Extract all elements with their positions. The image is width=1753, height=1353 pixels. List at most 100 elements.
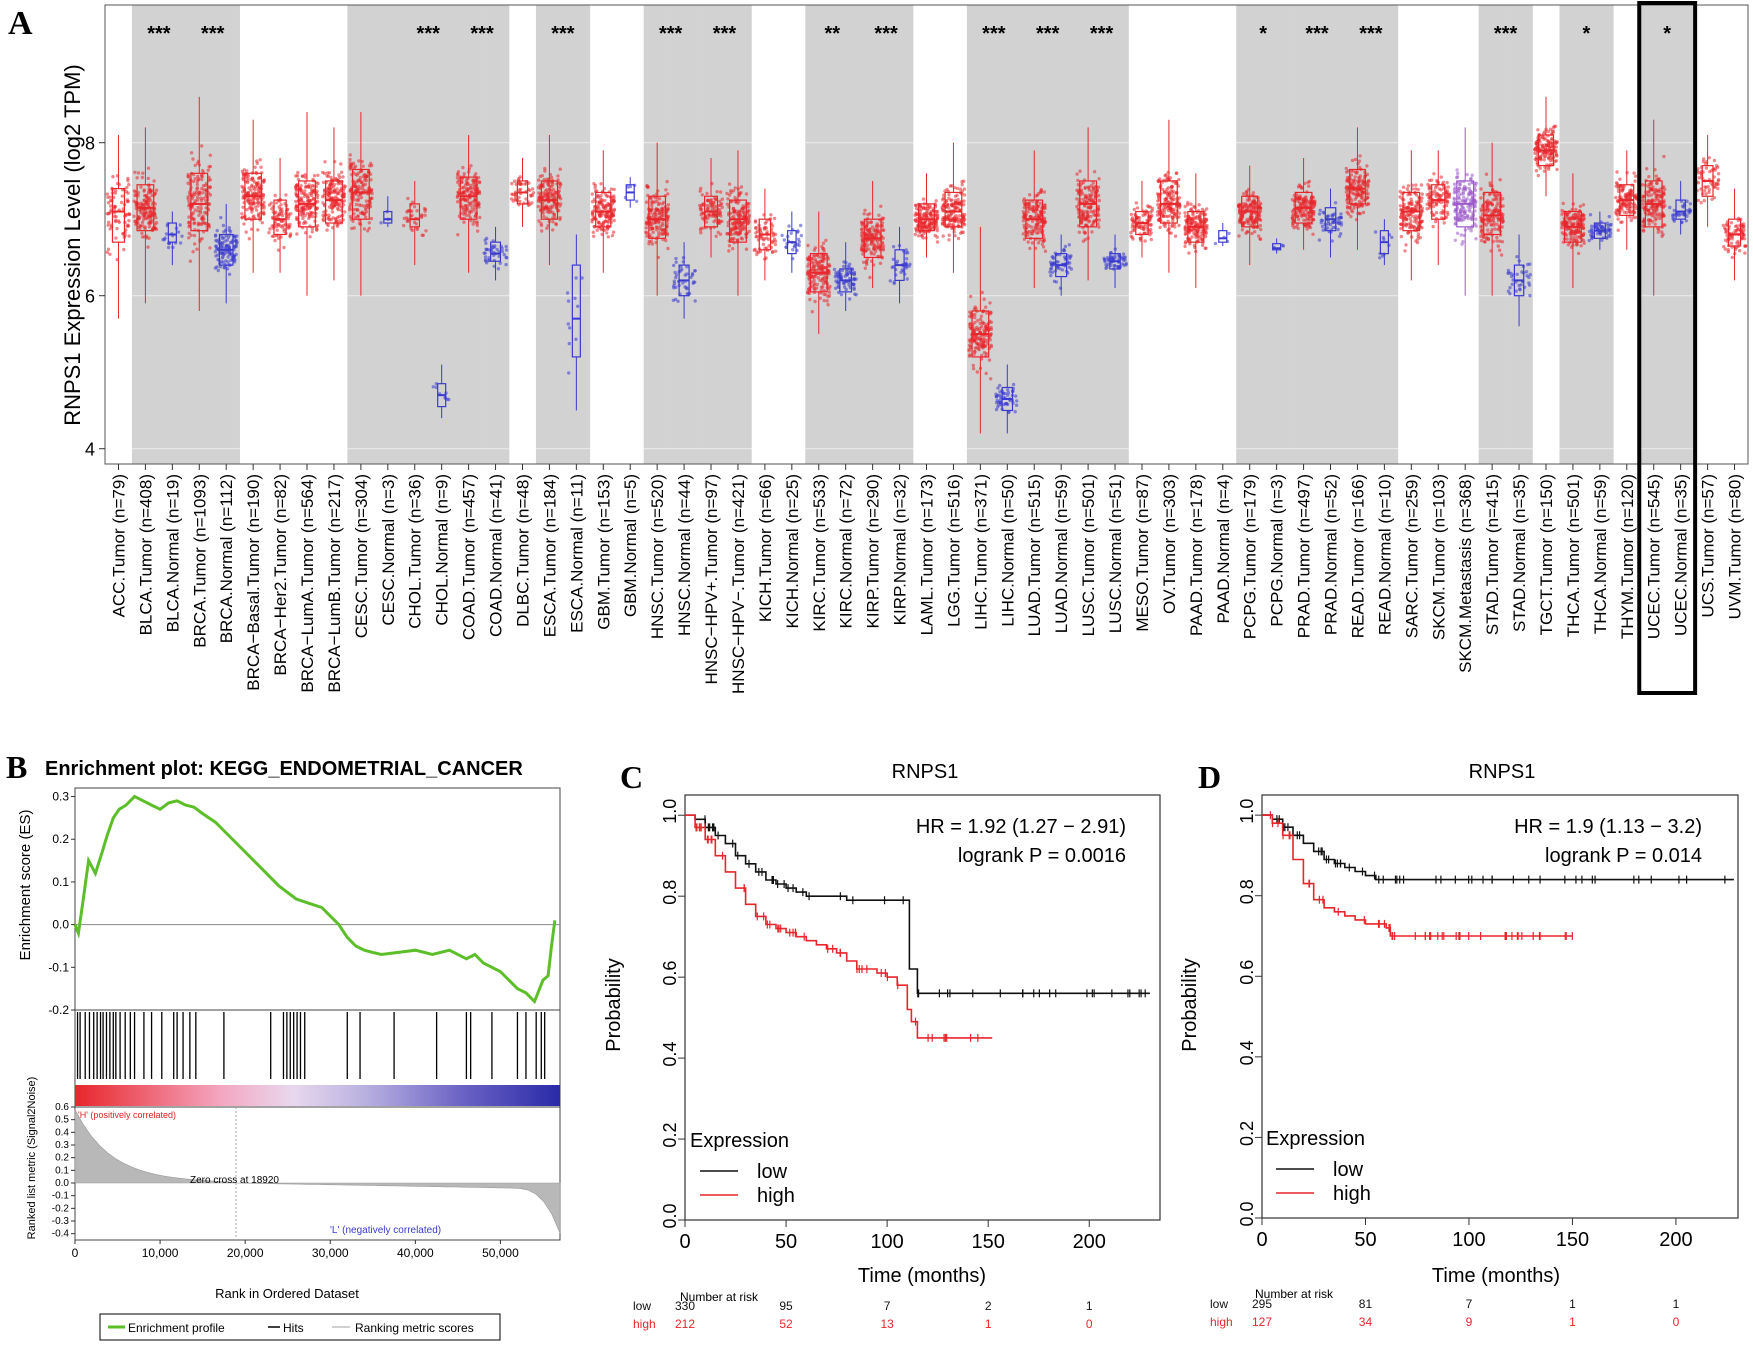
point <box>180 234 184 238</box>
point <box>1172 207 1176 211</box>
point <box>530 193 535 197</box>
point <box>331 185 336 189</box>
point <box>1141 224 1145 229</box>
point <box>137 216 141 220</box>
point <box>1291 221 1296 226</box>
point <box>348 157 352 162</box>
point <box>310 189 314 194</box>
point <box>548 187 552 191</box>
x-label-kich-normal-n-25: KICH.Normal (n=25) <box>783 474 802 628</box>
point <box>957 220 961 224</box>
point <box>309 198 313 203</box>
point <box>322 193 326 198</box>
point <box>1168 195 1172 200</box>
point <box>1298 201 1302 205</box>
point <box>511 192 515 197</box>
point <box>146 245 150 249</box>
point <box>138 226 142 231</box>
point <box>154 227 159 232</box>
point <box>335 192 340 196</box>
point <box>771 234 775 238</box>
point <box>713 214 718 218</box>
point <box>146 166 151 170</box>
x-label-brca-lumb-tumor-n-217: BRCA−LumB.Tumor (n=217) <box>325 474 344 693</box>
point <box>204 221 208 226</box>
point <box>773 242 778 247</box>
point <box>979 325 984 329</box>
point <box>197 213 201 217</box>
point <box>1171 198 1175 202</box>
point <box>1062 247 1066 252</box>
point <box>191 157 195 161</box>
shade-band-kirc-normal-n-72 <box>832 5 860 464</box>
point <box>673 270 677 275</box>
point <box>947 192 951 197</box>
point <box>187 236 191 240</box>
point <box>108 195 113 199</box>
point <box>730 222 735 226</box>
point <box>1063 244 1068 249</box>
point <box>824 238 828 243</box>
point <box>1325 214 1330 218</box>
point <box>774 249 778 253</box>
point <box>1339 232 1343 236</box>
point <box>262 178 266 182</box>
point <box>469 190 473 194</box>
point <box>739 185 744 189</box>
point <box>1249 207 1254 211</box>
point <box>718 232 723 236</box>
point <box>921 236 925 240</box>
point <box>420 213 424 217</box>
point <box>477 180 482 184</box>
point <box>1158 225 1162 230</box>
point <box>1149 237 1154 242</box>
point <box>1131 219 1135 223</box>
point <box>956 236 961 241</box>
box-brca-lumb-tumor-n-217 <box>324 180 343 224</box>
point <box>712 207 717 211</box>
point <box>934 218 939 222</box>
point <box>483 258 488 262</box>
point <box>963 222 967 227</box>
point <box>1337 221 1342 225</box>
point <box>734 226 738 230</box>
point <box>1049 273 1053 278</box>
point <box>671 298 676 302</box>
point <box>644 230 648 234</box>
point <box>1075 172 1079 176</box>
point <box>227 272 232 276</box>
point <box>819 285 824 289</box>
point <box>681 256 686 260</box>
point <box>590 192 594 196</box>
point <box>812 265 816 269</box>
point <box>806 264 810 268</box>
point <box>905 277 909 281</box>
point <box>1308 225 1313 230</box>
point <box>421 233 425 237</box>
point <box>294 205 299 209</box>
point <box>744 247 749 251</box>
point <box>915 206 919 211</box>
point <box>552 212 556 217</box>
point <box>256 212 261 216</box>
x-label-brca-tumor-n-1093: BRCA.Tumor (n=1093) <box>190 474 209 648</box>
point <box>693 280 697 284</box>
point <box>1034 194 1038 198</box>
point <box>540 229 544 233</box>
point <box>1163 224 1167 229</box>
point <box>649 227 653 231</box>
point <box>187 220 191 224</box>
point <box>763 221 767 225</box>
point <box>195 247 199 251</box>
point <box>818 265 822 269</box>
point <box>812 281 816 285</box>
point <box>256 196 260 201</box>
point <box>1083 186 1087 190</box>
point <box>498 261 502 265</box>
point <box>635 199 639 203</box>
point <box>1097 218 1102 222</box>
point <box>1183 211 1187 215</box>
point <box>221 242 225 246</box>
point <box>363 182 368 187</box>
point <box>888 279 892 283</box>
